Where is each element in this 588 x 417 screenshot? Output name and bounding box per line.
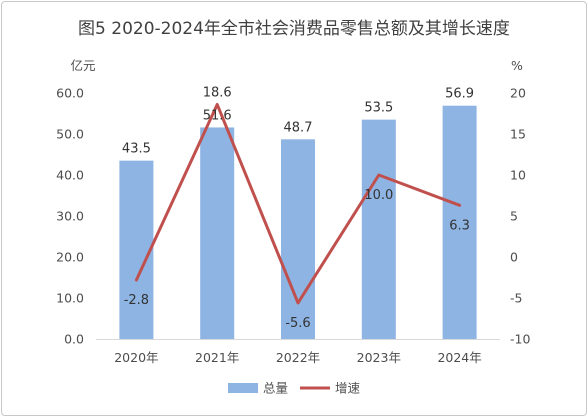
line-value-label: 6.3 xyxy=(449,218,470,233)
x-tick-label: 2023年 xyxy=(357,350,401,365)
bar-value-label: 53.5 xyxy=(364,101,393,116)
right-tick-label: 0 xyxy=(510,250,518,265)
right-tick-label: 15 xyxy=(510,127,526,142)
right-axis-unit: % xyxy=(511,58,523,73)
legend: 总量 增速 xyxy=(228,381,361,396)
line-value-label: -5.6 xyxy=(285,316,310,331)
left-axis-unit: 亿元 xyxy=(70,58,95,73)
right-tick-label: 5 xyxy=(510,209,518,224)
bar-1 xyxy=(200,127,235,339)
x-tick-label: 2024年 xyxy=(437,350,481,365)
left-tick-label: 0.0 xyxy=(64,332,84,347)
line-value-label: 10.0 xyxy=(364,188,393,203)
axis-layer: 0.0 10.0 20.0 30.0 40.0 50.0 60.0 -10 -5 0 5 10 15 20… xyxy=(56,86,530,366)
growth-line xyxy=(134,102,462,305)
line-value-label: -2.8 xyxy=(124,293,149,308)
legend-swatch-bar xyxy=(228,383,258,393)
right-tick-label: -10 xyxy=(510,332,530,347)
x-tick-label: 2022年 xyxy=(276,350,320,365)
chart-title: 图5 2020-2024年全市社会消费品零售总额及其增长速度 xyxy=(78,19,510,39)
left-tick-label: 50.0 xyxy=(56,127,84,142)
bar-0 xyxy=(119,160,154,339)
x-tick-label: 2020年 xyxy=(114,350,158,365)
left-tick-label: 40.0 xyxy=(56,168,84,183)
labels-layer: 43.5 51.6 48.7 53.5 56.9 -2.8 18.6 -5.6 10.0 6.3 xyxy=(122,85,474,330)
bar-value-label: 51.6 xyxy=(203,108,232,123)
left-tick-label: 60.0 xyxy=(56,86,84,101)
right-tick-label: 20 xyxy=(510,86,526,101)
line-layer xyxy=(134,102,462,305)
bar-value-label: 43.5 xyxy=(122,142,151,157)
line-value-label: 18.6 xyxy=(203,85,232,100)
bar-value-label: 48.7 xyxy=(284,120,313,135)
bar-4 xyxy=(442,105,477,340)
bar-2 xyxy=(281,139,315,339)
left-tick-label: 10.0 xyxy=(56,291,84,306)
bars-layer xyxy=(119,105,477,340)
legend-label-line: 增速 xyxy=(335,381,361,396)
left-tick-label: 20.0 xyxy=(56,250,84,265)
right-tick-label: 10 xyxy=(510,168,526,183)
x-tick-label: 2021年 xyxy=(195,350,239,365)
bar-3 xyxy=(361,119,396,340)
left-tick-label: 30.0 xyxy=(56,209,84,224)
legend-label-bar: 总量 xyxy=(263,381,288,396)
bar-value-label: 56.9 xyxy=(445,87,474,102)
right-tick-label: -5 xyxy=(510,291,522,306)
